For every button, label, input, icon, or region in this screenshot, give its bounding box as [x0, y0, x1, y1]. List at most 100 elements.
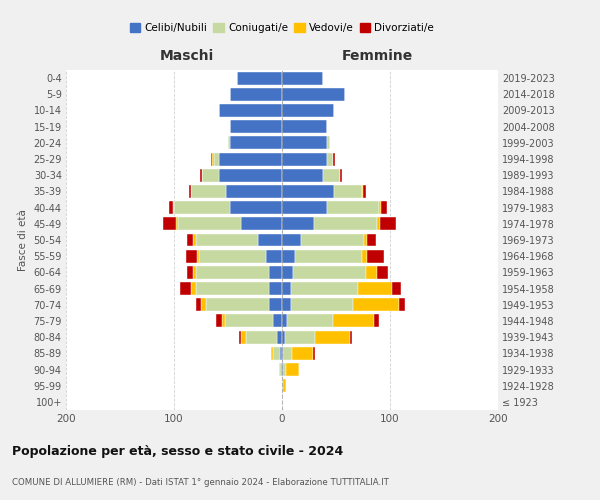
Bar	[333, 314, 374, 328]
Bar	[220, 169, 282, 181]
Bar	[282, 347, 283, 360]
Bar	[282, 250, 295, 262]
Bar	[282, 218, 314, 230]
Bar	[230, 201, 282, 214]
Bar	[367, 250, 383, 262]
Bar	[301, 234, 364, 246]
Bar	[269, 298, 282, 311]
Bar	[282, 282, 290, 295]
Bar	[269, 282, 282, 295]
Bar	[220, 104, 282, 117]
Bar	[228, 136, 230, 149]
Bar	[282, 136, 328, 149]
Bar	[282, 169, 323, 181]
Bar	[280, 347, 282, 360]
Bar	[323, 169, 340, 181]
Bar	[169, 201, 173, 214]
Bar	[191, 282, 196, 295]
Bar	[216, 314, 221, 328]
Bar	[367, 234, 376, 246]
Bar	[221, 314, 225, 328]
Bar	[295, 250, 362, 262]
Bar	[274, 347, 280, 360]
Bar	[283, 347, 292, 360]
Bar	[333, 152, 335, 166]
Bar	[282, 104, 334, 117]
Bar	[377, 218, 380, 230]
Bar	[282, 120, 328, 133]
Bar	[241, 330, 247, 344]
Bar	[328, 201, 379, 214]
Bar	[187, 266, 193, 279]
Bar	[193, 234, 196, 246]
Bar	[181, 282, 191, 295]
Bar	[292, 347, 313, 360]
Bar	[193, 266, 196, 279]
Y-axis label: Fasce di età: Fasce di età	[18, 209, 28, 271]
Bar	[282, 88, 344, 101]
Bar	[363, 185, 366, 198]
Bar	[247, 330, 277, 344]
Text: Femmine: Femmine	[341, 49, 413, 63]
Bar	[283, 379, 286, 392]
Bar	[277, 330, 282, 344]
Bar	[340, 169, 343, 181]
Bar	[313, 347, 316, 360]
Bar	[196, 234, 258, 246]
Bar	[282, 379, 283, 392]
Text: Popolazione per età, sesso e stato civile - 2024: Popolazione per età, sesso e stato civil…	[12, 445, 343, 458]
Bar	[226, 185, 282, 198]
Bar	[239, 330, 241, 344]
Bar	[282, 363, 283, 376]
Bar	[334, 185, 362, 198]
Bar	[202, 169, 220, 181]
Bar	[286, 363, 299, 376]
Bar	[163, 218, 176, 230]
Bar	[364, 234, 367, 246]
Bar	[282, 234, 301, 246]
Bar	[316, 330, 350, 344]
Bar	[274, 314, 282, 328]
Bar	[328, 136, 329, 149]
Bar	[282, 152, 328, 166]
Bar	[353, 298, 398, 311]
Bar	[230, 88, 282, 101]
Text: COMUNE DI ALLUMIERE (RM) - Dati ISTAT 1° gennaio 2024 - Elaborazione TUTTITALIA.: COMUNE DI ALLUMIERE (RM) - Dati ISTAT 1°…	[12, 478, 389, 487]
Bar	[392, 282, 401, 295]
Bar	[350, 330, 352, 344]
Bar	[266, 250, 282, 262]
Bar	[366, 266, 377, 279]
Bar	[283, 363, 286, 376]
Bar	[281, 363, 282, 376]
Bar	[380, 218, 397, 230]
Bar	[178, 218, 241, 230]
Bar	[197, 250, 199, 262]
Bar	[282, 266, 293, 279]
Bar	[328, 152, 333, 166]
Bar	[258, 234, 282, 246]
Bar	[236, 72, 282, 85]
Bar	[196, 266, 269, 279]
Bar	[225, 314, 274, 328]
Bar	[398, 298, 405, 311]
Text: Maschi: Maschi	[160, 49, 214, 63]
Bar	[189, 185, 191, 198]
Bar	[191, 185, 226, 198]
Bar	[196, 298, 201, 311]
Bar	[199, 250, 266, 262]
Bar	[285, 330, 316, 344]
Bar	[362, 250, 367, 262]
Bar	[206, 298, 269, 311]
Bar	[293, 266, 366, 279]
Bar	[282, 201, 328, 214]
Bar	[282, 314, 287, 328]
Bar	[214, 152, 220, 166]
Bar	[282, 72, 323, 85]
Bar	[174, 201, 230, 214]
Bar	[230, 136, 282, 149]
Bar	[220, 152, 282, 166]
Bar	[377, 266, 388, 279]
Bar	[196, 282, 269, 295]
Bar	[176, 218, 178, 230]
Bar	[186, 250, 197, 262]
